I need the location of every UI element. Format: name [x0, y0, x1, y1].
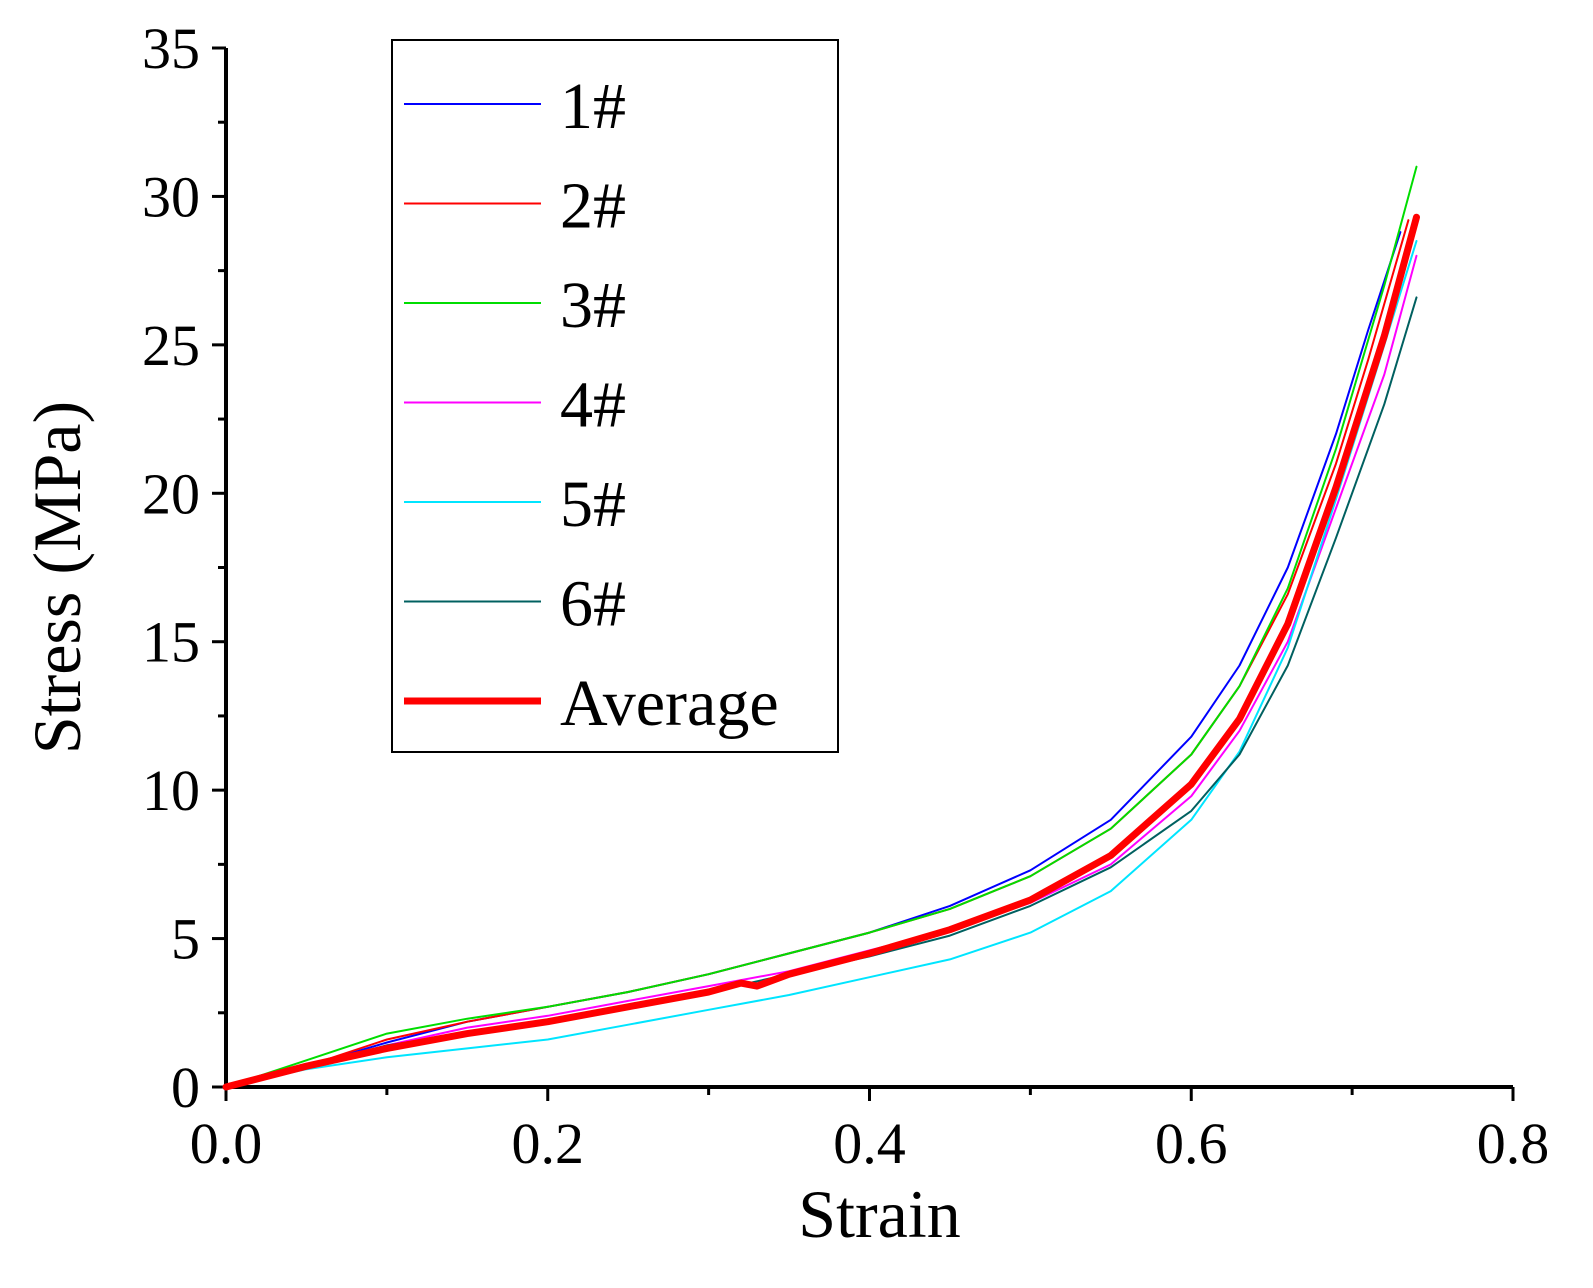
series-line-5	[225, 240, 1418, 1088]
x-tick-label: 0.8	[1477, 1111, 1550, 1176]
axes: 0 5 10 15 20 25 30 35 0.0 0.2 0.4 0.6 0.8	[142, 16, 1549, 1176]
y-tick-label: 35	[142, 16, 200, 81]
legend-box	[391, 39, 839, 753]
x-tick-label: 0.4	[833, 1111, 906, 1176]
y-tick-label: 20	[142, 461, 200, 526]
series-line-3	[225, 165, 1418, 1088]
legend-label-5: 5#	[560, 468, 626, 541]
legend-label-4: 4#	[560, 369, 626, 442]
legend-label-1: 1#	[560, 70, 626, 143]
x-tick-label: 0.2	[512, 1111, 585, 1176]
y-tick-label: 30	[142, 164, 200, 229]
y-tick-label: 15	[142, 610, 200, 675]
legend-label-3: 3#	[560, 269, 626, 342]
legend: 1# 2# 3# 4# 5# 6# Average	[391, 39, 839, 753]
legend-label-6: 6#	[560, 568, 626, 641]
y-tick-label: 25	[142, 313, 200, 378]
x-tick-label: 0.0	[190, 1111, 263, 1176]
plot-lines	[222, 165, 1420, 1091]
series-line-7	[222, 213, 1420, 1091]
y-tick-label: 0	[171, 1055, 200, 1120]
y-tick-label: 10	[142, 758, 200, 823]
y-tick-label: 5	[171, 907, 200, 972]
x-tick-label: 0.6	[1155, 1111, 1228, 1176]
y-axis-title: Stress (MPa)	[19, 401, 95, 754]
x-axis-title: Strain	[798, 1176, 960, 1252]
legend-label-7: Average	[560, 667, 779, 740]
legend-label-2: 2#	[560, 170, 626, 243]
